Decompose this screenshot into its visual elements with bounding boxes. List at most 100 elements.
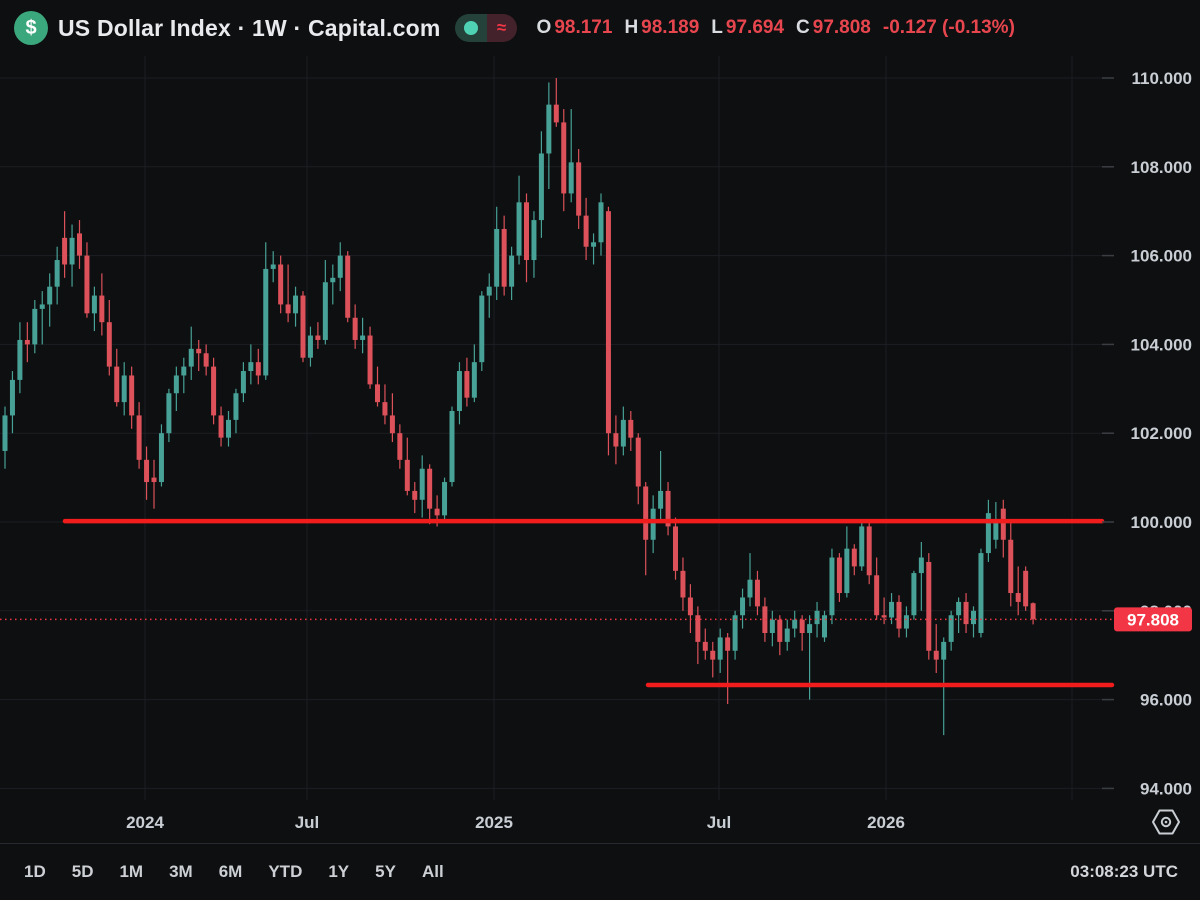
range-button-1d[interactable]: 1D xyxy=(24,862,46,881)
candle-body xyxy=(248,362,254,372)
candle-body xyxy=(173,375,179,394)
candle-body xyxy=(434,508,440,516)
scales-settings-icon[interactable] xyxy=(1152,809,1180,835)
candle-body xyxy=(605,211,611,434)
candle-body xyxy=(233,393,239,420)
candle-body xyxy=(881,615,887,618)
range-button-5y[interactable]: 5Y xyxy=(375,862,396,881)
candle-body xyxy=(516,202,522,256)
candle-body xyxy=(1030,603,1036,620)
range-button-6m[interactable]: 6M xyxy=(218,862,243,881)
candle-body xyxy=(270,264,276,269)
time-axis-label: 2024 xyxy=(126,813,164,832)
candle-body xyxy=(769,619,775,633)
price-axis-label: 104.000 xyxy=(1131,335,1192,354)
candle-body xyxy=(2,415,8,451)
candle-body xyxy=(792,619,798,629)
price-axis[interactable]: 110.000 108.000 106.000 104.000 102.000 100.0… xyxy=(1102,69,1192,798)
candles-layer xyxy=(2,78,1036,736)
candle-body xyxy=(956,601,962,616)
candle-body xyxy=(39,304,45,309)
candle-body xyxy=(196,348,202,354)
chart-header: $ US Dollar Index · 1W · Capital.com ≈ O… xyxy=(0,0,1015,56)
range-button-all[interactable]: All xyxy=(421,862,444,881)
candle-body xyxy=(9,379,15,416)
candle-body xyxy=(911,573,917,616)
candle-body xyxy=(695,615,701,642)
candle-body xyxy=(129,375,135,416)
candle-body xyxy=(17,339,23,380)
candle-body xyxy=(389,415,395,434)
dollar-glyph: $ xyxy=(25,16,37,39)
candle-body xyxy=(69,237,75,265)
candle-body xyxy=(665,490,671,527)
time-axis-label: 2026 xyxy=(867,813,905,832)
candle-body xyxy=(822,615,827,638)
time-axis-label: 2025 xyxy=(475,813,513,832)
candle-body xyxy=(456,371,462,411)
candle-body xyxy=(509,255,515,287)
candle-body xyxy=(829,557,835,616)
candle-body xyxy=(866,526,872,576)
range-button-1m[interactable]: 1M xyxy=(119,862,144,881)
candle-body xyxy=(158,433,164,483)
range-button-5d[interactable]: 5D xyxy=(71,862,94,881)
candle-body xyxy=(814,610,820,625)
candle-body xyxy=(77,233,82,256)
candle-body xyxy=(494,228,500,287)
candle-body xyxy=(1008,539,1014,594)
candle-body xyxy=(963,601,969,625)
candle-body xyxy=(278,264,284,305)
candle-body xyxy=(1000,508,1006,540)
time-axis-label: Jul xyxy=(295,813,320,832)
candle-body xyxy=(643,486,649,540)
symbol-logo-icon: $ xyxy=(14,11,48,45)
timezone-clock[interactable]: 03:08:23 UTC xyxy=(1070,862,1178,881)
candle-body xyxy=(84,255,90,314)
range-button-3m[interactable]: 3M xyxy=(169,862,193,881)
last-price-badge-value: 97.808 xyxy=(1127,610,1179,629)
candle-body xyxy=(419,468,425,500)
candle-body xyxy=(106,322,112,367)
price-axis-label: 102.000 xyxy=(1131,424,1192,443)
candle-body xyxy=(442,482,448,516)
candle-body xyxy=(300,295,306,358)
candle-body xyxy=(382,402,388,416)
candle-body xyxy=(933,650,939,660)
candle-body xyxy=(449,411,455,483)
candle-body xyxy=(941,641,947,660)
candle-body xyxy=(553,104,559,123)
candle-body xyxy=(91,295,97,314)
candle-body xyxy=(650,508,656,540)
symbol-title[interactable]: US Dollar Index · 1W · Capital.com xyxy=(58,14,441,41)
candle-body xyxy=(397,433,403,460)
ohlc-close: C 97.808 xyxy=(796,17,871,38)
price-chart[interactable]: 110.000 108.000 106.000 104.000 102.000 100.0… xyxy=(0,0,1200,842)
candle-body xyxy=(54,260,60,287)
candle-body xyxy=(740,597,746,616)
candle-body xyxy=(322,282,328,340)
range-toolbar: 1D 5D 1M 3M 6M YTD 1Y 5Y All xyxy=(0,862,444,882)
candle-body xyxy=(471,362,477,398)
candle-body xyxy=(285,304,291,314)
candle-body xyxy=(188,348,194,367)
candle-body xyxy=(307,335,313,358)
range-button-ytd[interactable]: YTD xyxy=(268,862,303,881)
candle-body xyxy=(114,366,120,403)
ohlc-change: -0.127 (-0.13%) xyxy=(882,17,1015,38)
market-status-pill[interactable]: ≈ xyxy=(454,14,517,42)
candle-body xyxy=(971,610,976,625)
candle-body xyxy=(732,615,738,651)
candle-body xyxy=(754,579,760,607)
candle-body xyxy=(524,202,529,261)
time-axis[interactable]: 2024 Jul 2025 Jul 2026 xyxy=(126,813,905,832)
candle-body xyxy=(151,477,157,483)
candle-body xyxy=(926,561,932,651)
time-axis-label: Jul xyxy=(707,813,732,832)
candle-body xyxy=(717,637,723,660)
candle-body xyxy=(226,419,231,438)
range-button-1y[interactable]: 1Y xyxy=(328,862,350,881)
candle-body xyxy=(479,295,485,363)
candle-body xyxy=(725,637,731,651)
